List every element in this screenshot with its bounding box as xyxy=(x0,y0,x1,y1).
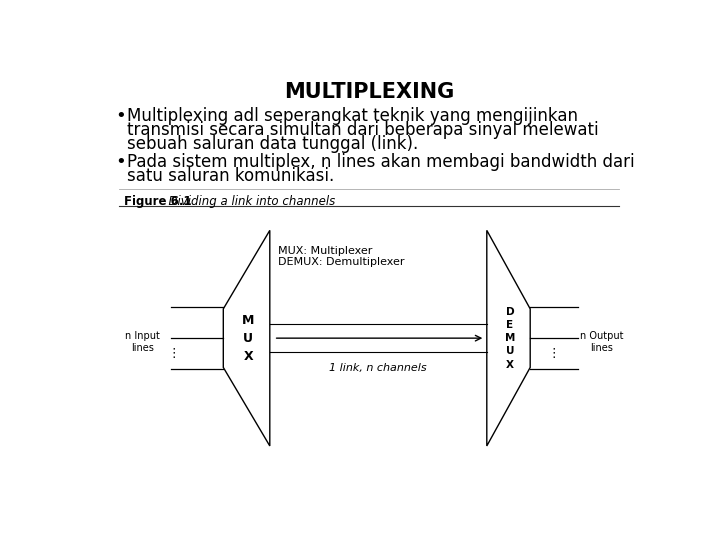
Text: ⋮: ⋮ xyxy=(547,347,559,360)
Text: satu saluran komunikasi.: satu saluran komunikasi. xyxy=(127,167,335,185)
Polygon shape xyxy=(223,231,270,446)
Text: Dividing a link into channels: Dividing a link into channels xyxy=(161,195,336,208)
Text: DEMUX: Demultiplexer: DEMUX: Demultiplexer xyxy=(277,257,404,267)
Text: MULTIPLEXING: MULTIPLEXING xyxy=(284,82,454,102)
Text: •: • xyxy=(114,107,125,125)
Text: Pada sistem multiplex, n lines akan membagi bandwidth dari: Pada sistem multiplex, n lines akan memb… xyxy=(127,153,635,171)
Text: Figure 6.1: Figure 6.1 xyxy=(124,195,192,208)
Text: sebuah saluran data tunggal (link).: sebuah saluran data tunggal (link). xyxy=(127,135,418,153)
Text: transmisi secara simultan dari beberapa sinyal melewati: transmisi secara simultan dari beberapa … xyxy=(127,121,599,139)
Text: n Input
lines: n Input lines xyxy=(125,331,160,353)
Text: MUX: Multiplexer: MUX: Multiplexer xyxy=(277,246,372,256)
Text: n Output
lines: n Output lines xyxy=(580,331,624,353)
Text: M
U
X: M U X xyxy=(242,314,254,363)
Text: D
E
M
U
X: D E M U X xyxy=(505,307,516,369)
Text: •: • xyxy=(114,153,125,171)
Polygon shape xyxy=(487,231,530,446)
Text: Multiplexing adl seperangkat teknik yang mengijinkan: Multiplexing adl seperangkat teknik yang… xyxy=(127,107,578,125)
Text: ⋮: ⋮ xyxy=(168,347,180,360)
Text: 1 link, n channels: 1 link, n channels xyxy=(330,363,427,373)
